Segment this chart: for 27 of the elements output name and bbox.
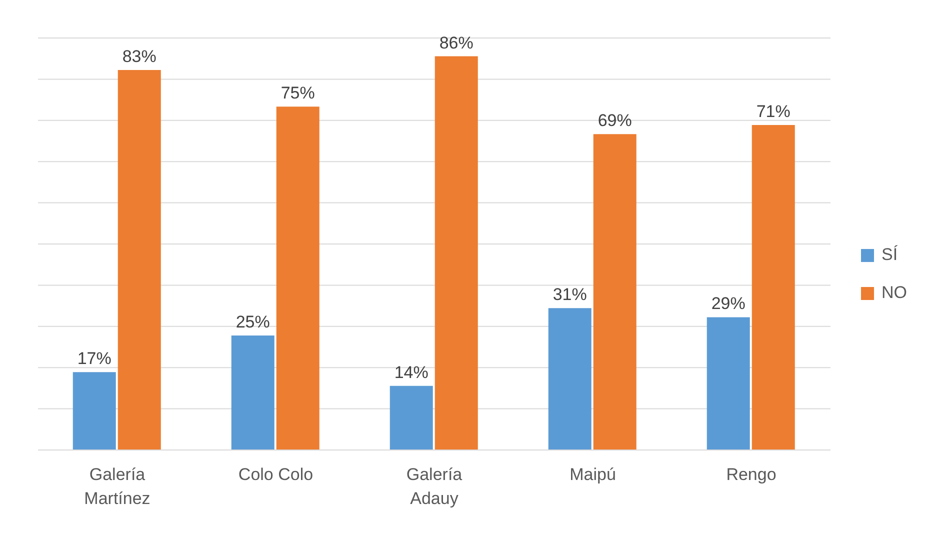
bar — [231, 336, 274, 450]
data-label: 31% — [552, 285, 587, 304]
bar — [593, 134, 636, 450]
bar — [72, 372, 116, 450]
x-tick-label: Rengo — [726, 465, 776, 484]
x-tick-label: Maipú — [570, 465, 616, 484]
data-label: 75% — [280, 84, 315, 103]
x-tick-label: Colo Colo — [238, 465, 314, 484]
legend-label: NO — [882, 283, 907, 303]
x-tick-label: Galería Adauy — [406, 465, 463, 508]
data-label: 29% — [711, 294, 746, 314]
bar — [434, 56, 478, 450]
legend-label: SÍ — [882, 245, 898, 265]
bar — [752, 124, 795, 450]
data-label: 71% — [756, 102, 790, 121]
bar — [276, 106, 320, 450]
data-label: 14% — [394, 362, 428, 382]
data-label: 69% — [598, 111, 632, 130]
bar — [118, 70, 161, 450]
bar — [706, 317, 750, 450]
data-label: 17% — [77, 349, 112, 368]
bar — [390, 386, 433, 450]
data-label: 86% — [439, 33, 474, 52]
data-label: 83% — [122, 47, 156, 66]
data-label: 25% — [236, 312, 270, 332]
bar — [548, 308, 592, 450]
x-tick-label: Galería Martínez — [84, 465, 150, 508]
